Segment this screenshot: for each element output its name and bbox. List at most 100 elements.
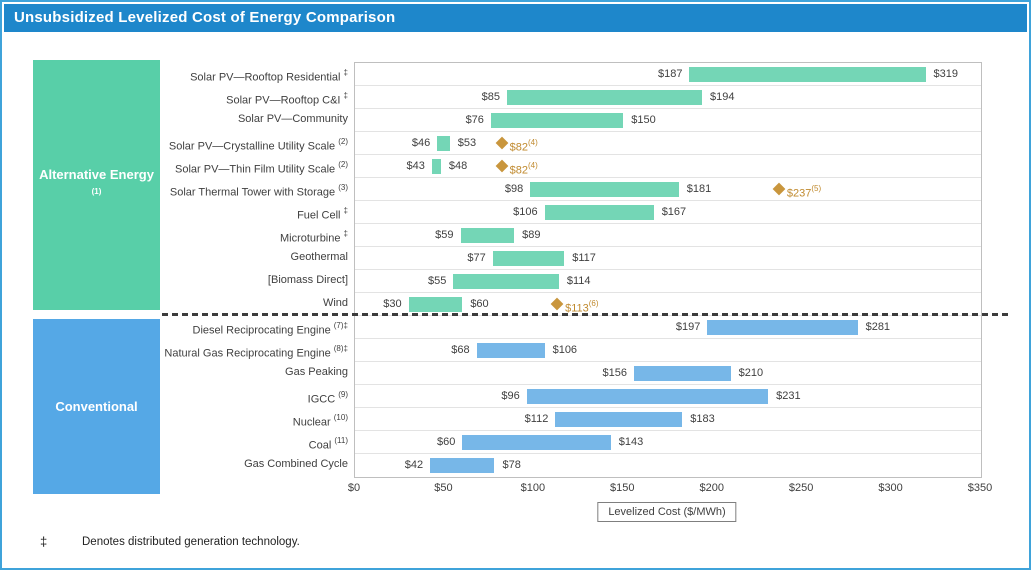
low-value-label: $55 (428, 275, 447, 287)
high-value-label: $60 (470, 298, 489, 310)
category-box-alternative-energy: Alternative Energy (1) (33, 60, 160, 310)
range-bar (453, 274, 559, 289)
high-value-label: $53 (457, 137, 477, 149)
footnote-ref: ‡ (343, 91, 348, 100)
diamond-marker-icon (550, 297, 564, 311)
x-axis-tick: $250 (788, 482, 814, 494)
alternative-conventional-separator (162, 313, 1011, 316)
footnote-ref: (1) (91, 187, 102, 197)
low-value-label: $187 (657, 68, 683, 80)
range-bar (634, 366, 731, 381)
high-value-label: $210 (738, 367, 764, 379)
row-label: Gas Combined Cycle (244, 458, 348, 470)
high-value-label: $117 (572, 252, 596, 264)
high-value-label: $167 (661, 206, 687, 218)
chart-row: $46 $53 $82(4) (355, 132, 981, 155)
chart-row: $59 $89 (355, 224, 981, 247)
diamond-value-label: $237(5) (786, 184, 822, 200)
low-value-label: $98 (504, 183, 524, 195)
category-label: Alternative Energy (1) (39, 167, 154, 197)
row-label: Solar PV—Rooftop C&I ‡ (226, 91, 348, 107)
row-label: Fuel Cell ‡ (297, 206, 348, 222)
footnote-ref: (11) (334, 436, 348, 445)
x-axis-tick: $100 (520, 482, 546, 494)
low-value-label: $42 (404, 459, 424, 471)
chart-row: $76 $150 (355, 109, 981, 132)
x-axis-tick: $350 (967, 482, 993, 494)
high-value-label: $114 (566, 275, 591, 287)
low-value-label: $43 (406, 160, 425, 172)
category-box-conventional: Conventional (33, 319, 160, 494)
chart-row: $156 $210 (355, 362, 981, 385)
range-bar (437, 136, 450, 151)
range-bar (526, 389, 769, 404)
footnote-ref: (7)‡ (333, 321, 348, 330)
footnote-ref: (6) (588, 299, 599, 308)
row-label: IGCC (9) (307, 390, 348, 406)
chart-row: $77 $117 (355, 247, 981, 270)
low-value-label: $156 (602, 367, 628, 379)
diamond-value-label: $82(4) (509, 138, 538, 154)
diamond-marker-icon (495, 159, 509, 173)
diamond-marker-icon (772, 182, 786, 196)
row-label: Geothermal (290, 251, 348, 263)
footnote-ref: (4) (528, 161, 538, 170)
high-value-label: $183 (690, 413, 715, 425)
range-bar (476, 343, 545, 358)
row-label: Solar PV—Thin Film Utility Scale (2) (175, 160, 348, 176)
row-label: Solar PV—Community (237, 113, 348, 125)
chart-row: $98 $181 $237(5) (355, 178, 981, 201)
footnote-ref: (5) (811, 184, 822, 193)
range-bar (507, 90, 702, 105)
high-value-label: $48 (448, 160, 468, 172)
range-bar (689, 67, 926, 82)
footnote-ref: (9) (338, 390, 348, 399)
low-value-label: $76 (465, 114, 484, 126)
range-bar (707, 320, 858, 335)
range-bar (492, 251, 565, 266)
range-bar (431, 159, 441, 174)
row-label: [Biomass Direct] (267, 274, 348, 286)
high-value-label: $194 (709, 91, 735, 103)
diamond-marker-icon (495, 136, 509, 150)
row-label: Solar Thermal Tower with Storage (3) (169, 183, 348, 199)
high-value-label: $281 (865, 321, 891, 333)
range-bar (462, 435, 611, 450)
high-value-label: $231 (776, 390, 801, 402)
chart-row: $106 $167 (355, 201, 981, 224)
footnote-ref: ‡ (343, 229, 348, 238)
range-bar (490, 113, 624, 128)
low-value-label: $96 (501, 390, 520, 402)
range-bar (530, 182, 679, 197)
range-bar (555, 412, 683, 427)
row-label: Solar PV—Crystalline Utility Scale (2) (168, 137, 348, 153)
low-value-label: $85 (481, 91, 501, 103)
chart-row: $55 $114 (355, 270, 981, 293)
low-value-label: $59 (435, 229, 454, 241)
low-value-label: $77 (467, 252, 486, 264)
high-value-label: $319 (933, 68, 959, 80)
row-label: Solar PV—Rooftop Residential ‡ (190, 68, 348, 84)
page-title: Unsubsidized Levelized Cost of Energy Co… (4, 4, 1027, 32)
range-bar (430, 458, 495, 473)
chart-row: $43 $48 $82(4) (355, 155, 981, 178)
low-value-label: $30 (383, 298, 402, 310)
chart-row: $197 $281 (355, 316, 981, 339)
footnote-symbol: ‡ (40, 534, 48, 549)
diamond-value-label: $82(4) (509, 161, 538, 177)
x-axis-tick: $0 (347, 482, 361, 494)
x-axis-label: Levelized Cost ($/MWh) (597, 502, 737, 522)
footnote-ref: ‡ (343, 206, 348, 215)
footnote-ref: ‡ (343, 68, 348, 77)
footnote-ref: (8)‡ (333, 344, 348, 353)
range-bar (460, 228, 515, 243)
x-axis: $0 $50 $100 $150 $200 $250 $300 $350 (348, 480, 992, 496)
low-value-label: $60 (436, 436, 456, 448)
diamond-value-label: $113(6) (565, 299, 599, 315)
footnote-ref: (4) (528, 138, 538, 147)
x-axis-tick: $50 (434, 482, 453, 494)
chart-row: $85 $194 (355, 86, 981, 109)
high-value-label: $181 (686, 183, 712, 195)
x-axis-tick: $150 (610, 482, 635, 494)
low-value-label: $112 (524, 413, 549, 425)
